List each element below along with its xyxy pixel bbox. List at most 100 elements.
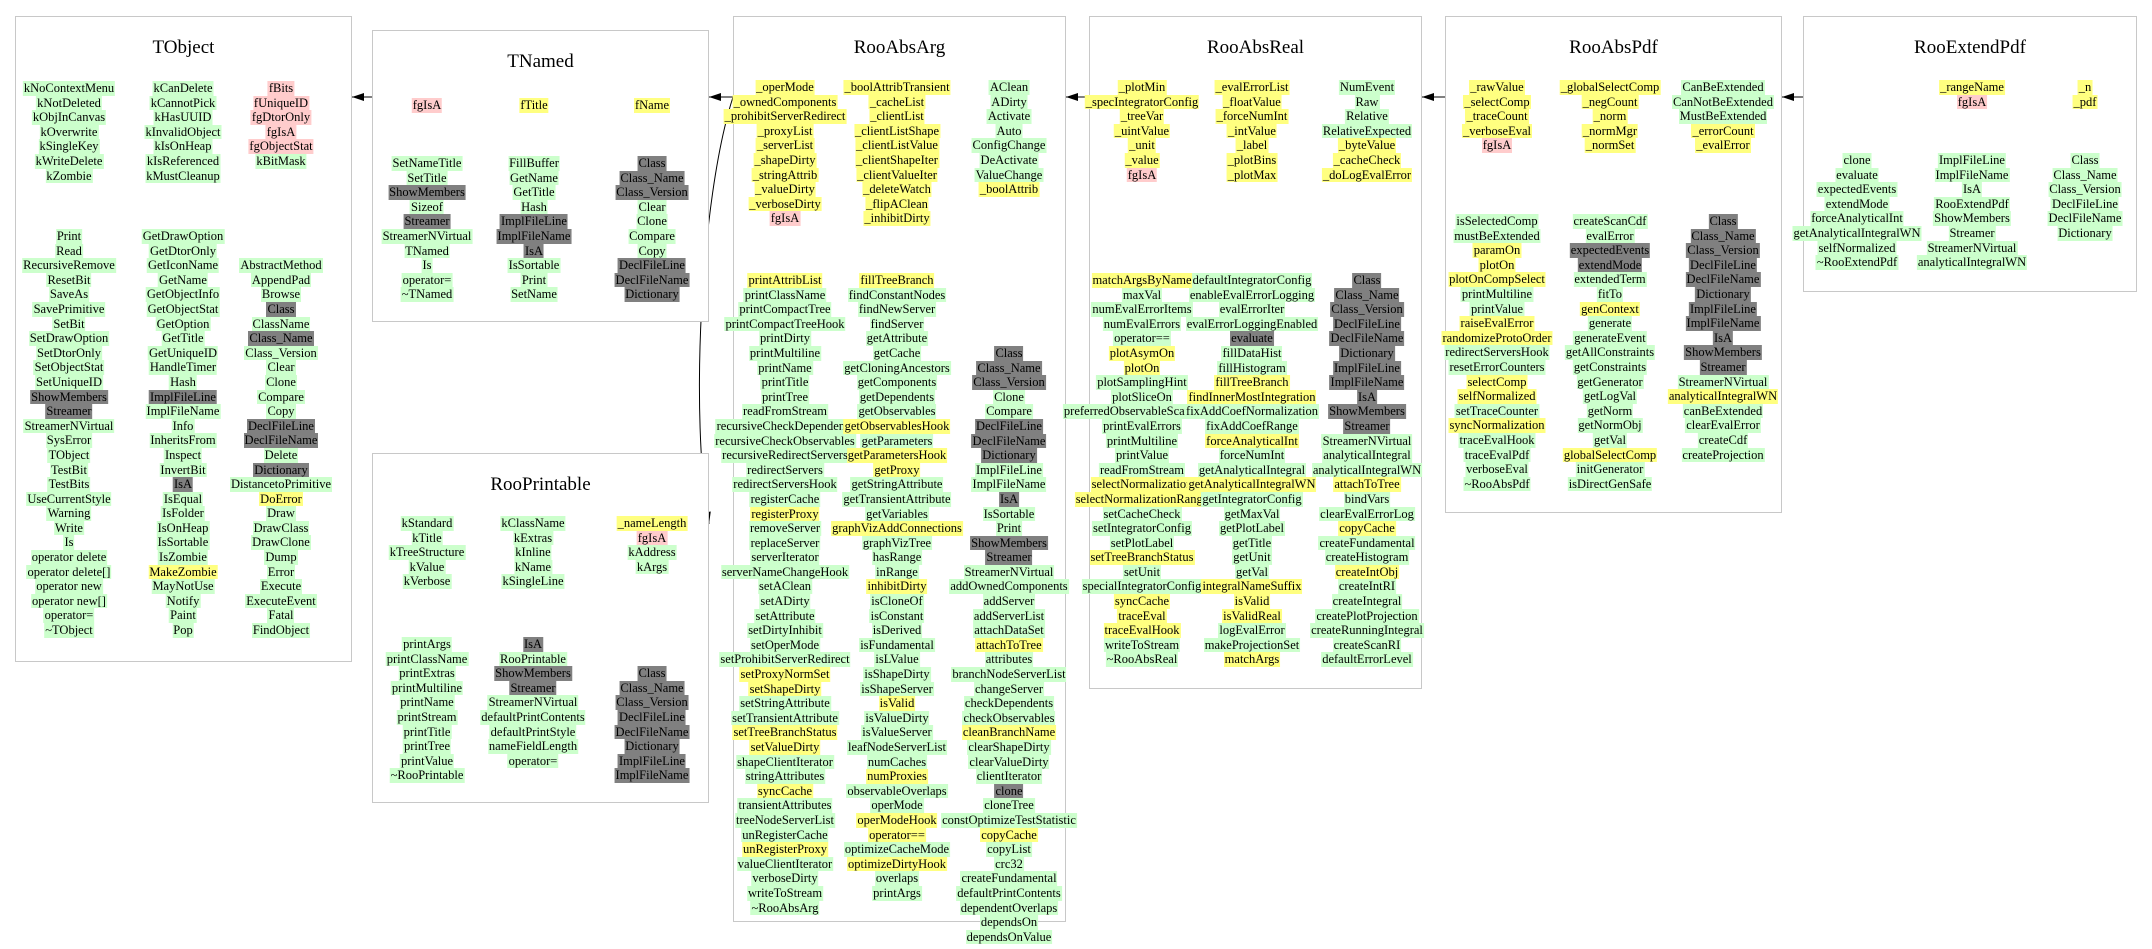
method-appendpad: AppendPad	[250, 272, 312, 288]
method-setuniqueid: SetUniqueID	[35, 374, 103, 390]
method-class-name: Class_Name	[619, 170, 685, 186]
method-hash: Hash	[169, 374, 197, 390]
method-compare: Compare	[985, 404, 1033, 419]
method-attachtotree: attachToTree	[975, 637, 1043, 653]
method-clonetree: cloneTree	[983, 798, 1035, 813]
method-synccache: syncCache	[756, 783, 814, 799]
method-filltreebranch: fillTreeBranch	[859, 273, 935, 288]
member-kisreferenced: kIsReferenced	[145, 153, 221, 169]
method-declfileline: DeclFileLine	[618, 258, 686, 273]
method-streamernvirtual: StreamerNVirtual	[381, 228, 473, 244]
method-findconstantnodes: findConstantNodes	[847, 287, 947, 303]
method-class-version: Class_Version	[972, 375, 1046, 390]
spacer	[651, 652, 653, 667]
method-getcloningancestors: getCloningAncestors	[843, 360, 951, 376]
method-compare: Compare	[257, 389, 305, 405]
member-forcenumint: _forceNumInt	[1215, 109, 1289, 124]
method-dictionary: Dictionary	[1339, 345, 1395, 361]
class-title: RooAbsArg	[853, 37, 946, 58]
method-createplotprojection: createPlotProjection	[1315, 608, 1419, 624]
member-evalerror: _evalError	[1695, 138, 1751, 153]
member-kvalue: kValue	[408, 559, 446, 575]
method-getuniqueid: GetUniqueID	[147, 345, 219, 361]
member-errorcount: _errorCount	[1691, 123, 1755, 139]
method-isshapedirty: isShapeDirty	[863, 667, 931, 682]
spacer	[1008, 317, 1010, 332]
method-namefieldlength: nameFieldLength	[487, 739, 579, 754]
tnamed-methods-col-2: FillBuffer GetName GetTitle Hash ImplFileLin…	[496, 156, 572, 302]
method-numevalerroritems: numEvalErrorItems	[1091, 302, 1193, 317]
method-traceevalpdf: traceEvalPdf	[1463, 447, 1531, 463]
method-printclassname: printClassName	[743, 287, 827, 303]
member-auto: Auto	[995, 123, 1023, 139]
rooabspdf-attributes-col-1: _rawValue _selectComp _traceCount _verboseE…	[1461, 80, 1533, 153]
tnamed-attributes-col-1: fgIsA	[411, 98, 443, 113]
method-class-name: Class_Name	[248, 331, 314, 346]
tnamed-methods-col-1: SetNameTitle SetTitle ShowMembers Sizeof Str…	[381, 156, 473, 302]
method-declfileline: DeclFileLine	[2051, 196, 2119, 212]
method-isonheap: IsOnHeap	[156, 520, 210, 536]
rooabsarg-methods-col-1: printAttribList printClassName printCompac…	[714, 273, 856, 916]
method-showmembers: ShowMembers	[1684, 345, 1762, 360]
method-printvalue: printValue	[1469, 301, 1525, 317]
method-stringattributes: stringAttributes	[744, 769, 826, 784]
method-streamernvirtual: StreamerNVirtual	[1677, 374, 1769, 390]
method-read: Read	[55, 243, 83, 259]
method-forceanalyticalint: forceAnalyticalInt	[1810, 211, 1904, 226]
method-findserver: findServer	[869, 316, 925, 332]
rooabsreal-methods-col-2: defaultIntegratorConfig enableEvalErrorLo…	[1185, 273, 1319, 668]
method-graphviztree: graphVizTree	[861, 535, 933, 551]
tobject-attributes-col-2: kCanDelete kCannotPick kHasUUID kInvalidObj…	[144, 81, 222, 184]
method-optimizecachemode: optimizeCacheMode	[843, 842, 951, 857]
method-servernamechangehook: serverNameChangeHook	[720, 564, 850, 580]
method-setobjectstat: SetObjectStat	[33, 360, 105, 375]
method-class: Class	[994, 345, 1024, 361]
method-hash: Hash	[520, 199, 548, 215]
method-class: Class	[637, 666, 667, 681]
rooprintable-methods-col-2: IsA RooPrintable ShowMembers Streamer Stream…	[480, 637, 586, 769]
member-rawvalue: _rawValue	[1469, 80, 1525, 95]
method-matchargs: matchArgs	[1223, 652, 1281, 668]
method-serveriterator: serverIterator	[750, 550, 820, 565]
method-isa: IsA	[523, 243, 545, 259]
member-valuechange: ValueChange	[974, 167, 1044, 183]
method-gencontext: genContext	[1580, 301, 1640, 317]
method-selfnormalized: selfNormalized	[1817, 240, 1897, 256]
method-addserver: addServer	[982, 594, 1036, 609]
method-setstringattribute: setStringAttribute	[739, 696, 831, 711]
method-getanalyticalintegral: getAnalyticalIntegral	[1197, 462, 1307, 478]
method-dictionary: Dictionary	[624, 739, 680, 754]
member-floatvalue: _floatValue	[1222, 94, 1282, 110]
method-setintegratorconfig: setIntegratorConfig	[1092, 521, 1192, 536]
method-createfundamental: createFundamental	[960, 871, 1058, 886]
method-gettransientattribute: getTransientAttribute	[842, 491, 952, 507]
member-boolattrib: _boolAttrib	[978, 182, 1040, 197]
class-title: RooAbsPdf	[1569, 37, 1658, 58]
member-uintvalue: _uintValue	[1113, 123, 1171, 139]
method-settransientattribute: setTransientAttribute	[731, 710, 839, 726]
member-ktreestructure: kTreeStructure	[388, 545, 466, 560]
method-registerproxy: registerProxy	[750, 506, 820, 522]
method-paramon: paramOn	[1472, 243, 1522, 258]
member-fgisa: fgIsA	[1126, 167, 1158, 183]
member-kextras: kExtras	[512, 530, 554, 546]
member-khasuuid: kHasUUID	[153, 110, 213, 125]
method-showmembers: ShowMembers	[970, 535, 1048, 551]
member-canbeextended: CanBeExtended	[1681, 80, 1765, 95]
method-class-version: Class_Version	[244, 345, 318, 361]
member-treevar: _treeVar	[1119, 109, 1165, 124]
method-defaulterrorlevel: defaultErrorLevel	[1321, 652, 1413, 668]
member-value: _value	[1124, 152, 1160, 168]
method-settreebranchstatus: setTreeBranchStatus	[1089, 550, 1195, 565]
member-n: _n	[2077, 80, 2093, 95]
method-copycache: copyCache	[1338, 521, 1396, 536]
member-kaddress: kAddress	[627, 545, 677, 560]
method-saveas: SaveAs	[48, 287, 90, 302]
method-constoptimizeteststatistic: constOptimizeTestStatistic	[941, 812, 1077, 828]
method-ploton: plotOn	[1123, 360, 1161, 376]
member-plotmin: _plotMin	[1117, 80, 1167, 95]
method-printevalerrors: printEvalErrors	[1102, 418, 1182, 434]
member-inhibitdirty: _inhibitDirty	[863, 211, 931, 226]
member-cachecheck: _cacheCheck	[1332, 152, 1402, 168]
method-getparametershook: getParametersHook	[846, 448, 948, 463]
